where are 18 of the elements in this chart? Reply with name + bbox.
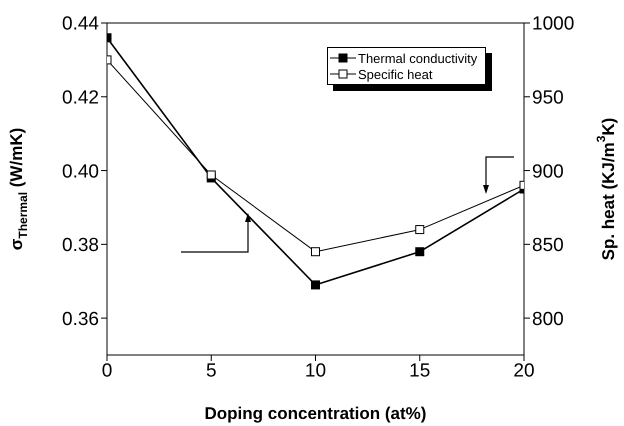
y-tick-label: 0.38 [62,235,99,256]
y-tick-label: 0.40 [62,161,99,182]
x-tick-label: 5 [206,360,217,382]
x-tick-label: 0 [102,360,112,382]
x-axis-title: Doping concentration (at%) [204,404,426,422]
y-tick-label: 0.42 [62,88,99,109]
y2-tick-label: 950 [532,88,564,109]
y2-tick-label: 800 [532,308,564,330]
legend-label: Specific heat [358,66,432,82]
legend-label: Thermal conductivity [358,50,478,66]
x-tick-label: 15 [409,360,430,382]
y2-tick-label: 850 [532,235,564,256]
y2-tick-label: 900 [532,161,564,182]
y-tick-label: 0.36 [62,308,99,330]
y2-tick-label: 1000 [532,14,574,35]
y-tick-label: 0.44 [62,14,100,35]
x-tick-label: 10 [304,360,326,382]
x-tick-label: 20 [513,360,535,382]
